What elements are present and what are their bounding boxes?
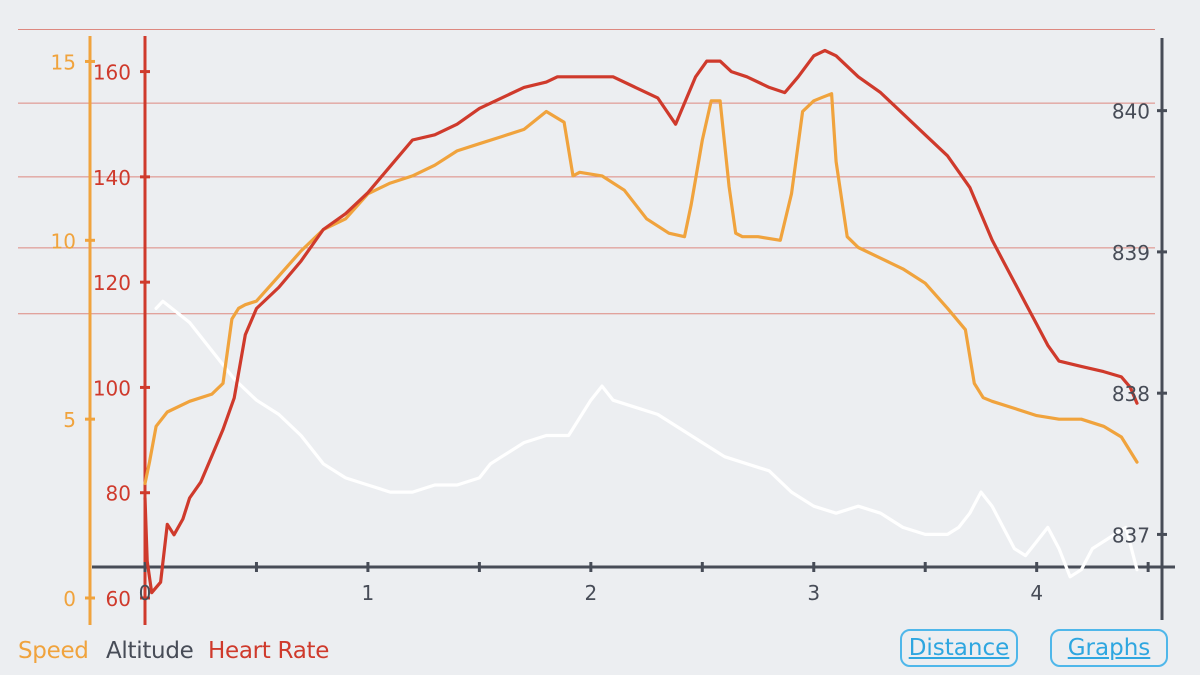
alt-tick-label-837: 837 (1112, 523, 1150, 547)
speed-tick-label-15: 15 (51, 50, 76, 74)
x-tick-label-3: 3 (807, 581, 820, 605)
x-tick-label-0: 0 (139, 581, 152, 605)
x-tick-label-4: 4 (1030, 581, 1043, 605)
tick-labels: 0 5 10 15 60 80 100 120 140 160 837 838 839 840 0 1 2 3 4 (51, 50, 1150, 611)
chart-area: 0 5 10 15 60 80 100 120 140 160 837 838 839 840 0 1 2 3 4 (18, 28, 1175, 625)
hr-tick-label-160: 160 (93, 61, 131, 85)
alt-tick-label-838: 838 (1112, 382, 1150, 406)
distance-button[interactable]: Distance (900, 629, 1018, 667)
hr-tick-label-100: 100 (93, 376, 131, 400)
hr-tick-label-60: 60 (106, 587, 131, 611)
graphs-button[interactable]: Graphs (1050, 629, 1168, 667)
hr-tick-label-140: 140 (93, 166, 131, 190)
grid-lines (18, 28, 1155, 315)
legend-altitude: Altitude (106, 638, 194, 664)
hr-tick-label-120: 120 (93, 271, 131, 295)
x-tick-label-2: 2 (584, 581, 597, 605)
x-tick-label-1: 1 (362, 581, 375, 605)
series-line-speed (143, 92, 1139, 486)
speed-tick-label-10: 10 (51, 229, 76, 253)
series-lines (143, 48, 1139, 595)
hr-tick-label-80: 80 (106, 482, 131, 506)
alt-tick-label-840: 840 (1112, 100, 1150, 124)
speed-tick-label-0: 0 (63, 587, 76, 611)
legend-heart-rate: Heart Rate (208, 638, 330, 664)
alt-tick-label-839: 839 (1112, 241, 1150, 265)
legend-speed: Speed (18, 638, 89, 664)
series-line-altitude (154, 299, 1139, 579)
speed-tick-label-5: 5 (63, 408, 76, 432)
series-line-heart-rate (143, 48, 1139, 595)
